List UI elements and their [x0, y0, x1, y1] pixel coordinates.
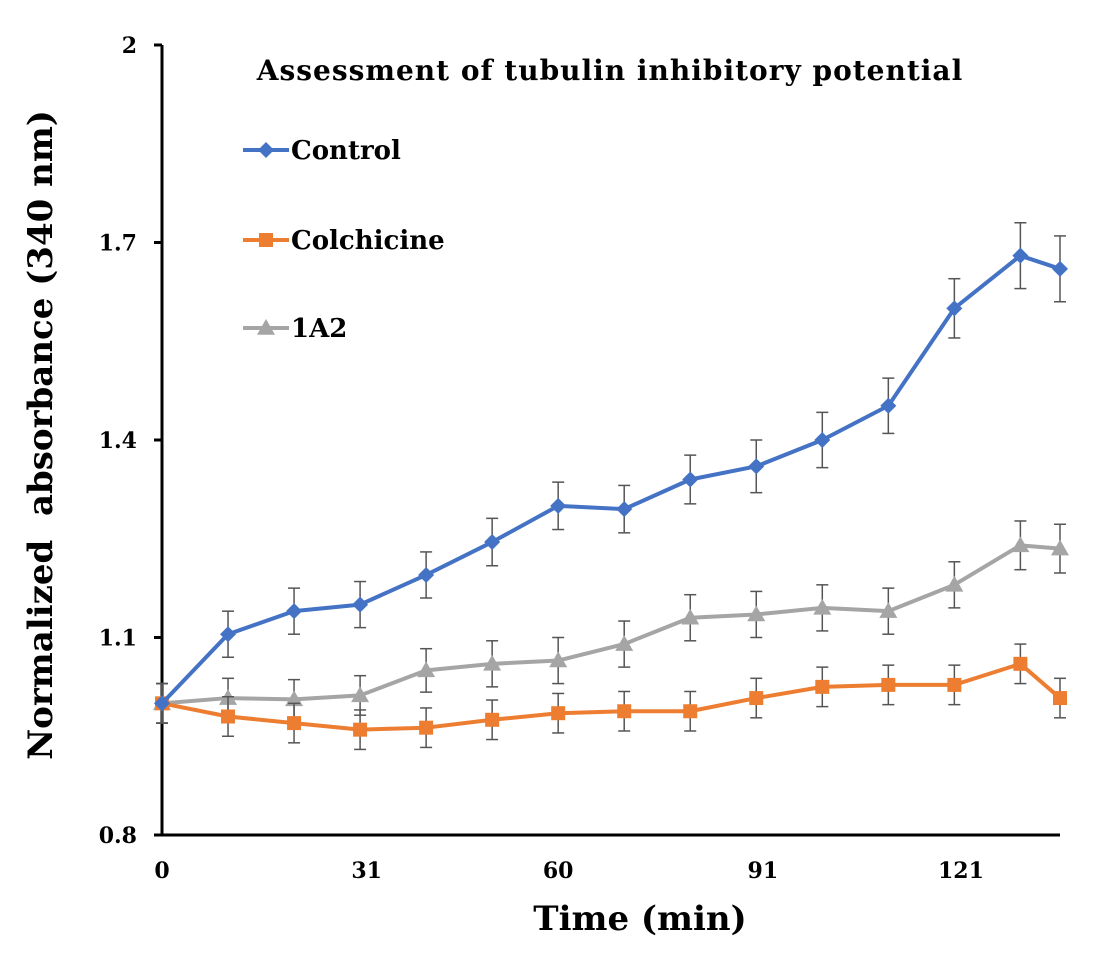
data-point [748, 458, 765, 475]
x-tick-label: 31 [351, 858, 382, 884]
data-point [615, 635, 634, 651]
data-point [1052, 260, 1068, 277]
legend-label: Control [291, 136, 401, 166]
data-point [287, 716, 302, 731]
x-ticks: 0 31 60 91 121 [154, 858, 984, 884]
data-point [1012, 247, 1029, 264]
data-point [286, 603, 303, 620]
y-tick-label: 1.7 [99, 231, 137, 257]
chart-title: Assessment of tubulin inhibitory potenti… [256, 54, 963, 87]
data-point [352, 596, 369, 613]
legend-entry-1a2: 1A2 [243, 314, 347, 344]
data-point [418, 566, 435, 583]
x-tick-label: 0 [154, 858, 169, 884]
data-point [749, 691, 764, 706]
data-point [683, 704, 698, 719]
data-point [550, 497, 567, 514]
legend-marker [259, 233, 273, 247]
y-tick-label: 1.4 [99, 428, 137, 454]
legend-label: 1A2 [291, 314, 347, 344]
x-tick-label: 121 [938, 858, 984, 884]
data-point [682, 471, 699, 488]
data-point [747, 605, 766, 622]
data-point [815, 679, 830, 694]
x-axis-label: Time (min) [533, 899, 746, 939]
y-ticks: 0.8 1.1 1.4 1.7 2 [99, 33, 162, 849]
data-point [947, 677, 962, 692]
series-1a2 [153, 520, 1069, 724]
legend-entry-control: Control [243, 136, 401, 166]
y-axis-label: Normalized absorbance (340 nm) [21, 110, 61, 760]
data-point [419, 720, 434, 735]
data-point [814, 432, 831, 448]
x-tick-label: 60 [543, 858, 574, 884]
y-tick-label: 1.1 [99, 626, 137, 652]
data-point [681, 608, 700, 625]
legend: Control Colchicine 1A2 [243, 136, 445, 344]
data-point [549, 651, 568, 668]
legend-marker [257, 319, 275, 335]
legend-entry-colchicine: Colchicine [243, 226, 445, 256]
legend-label: Colchicine [291, 226, 445, 256]
data-point [551, 706, 566, 721]
data-point [879, 602, 898, 618]
data-point [1053, 691, 1067, 706]
data-point [353, 722, 368, 737]
data-point [1013, 656, 1028, 671]
data-point [880, 397, 897, 414]
data-point [221, 709, 236, 724]
data-point [1051, 539, 1069, 556]
data-point [417, 661, 436, 678]
series-colchicine [155, 643, 1067, 751]
data-point [220, 626, 237, 643]
y-tick-label: 2 [122, 33, 137, 59]
x-tick-label: 91 [748, 858, 779, 884]
data-point [485, 712, 500, 727]
series-control [154, 222, 1068, 724]
series [153, 222, 1069, 751]
y-tick-label: 0.8 [99, 823, 137, 849]
data-point [351, 686, 370, 703]
data-point [813, 598, 832, 615]
data-point [484, 534, 501, 551]
data-point [483, 654, 502, 671]
data-point [946, 300, 963, 317]
data-point [945, 575, 964, 592]
data-point [1011, 536, 1030, 553]
data-point [881, 677, 896, 692]
data-point [154, 695, 170, 712]
data-point [616, 501, 633, 518]
data-point [617, 704, 632, 719]
legend-marker [258, 142, 274, 158]
data-point [285, 690, 304, 707]
